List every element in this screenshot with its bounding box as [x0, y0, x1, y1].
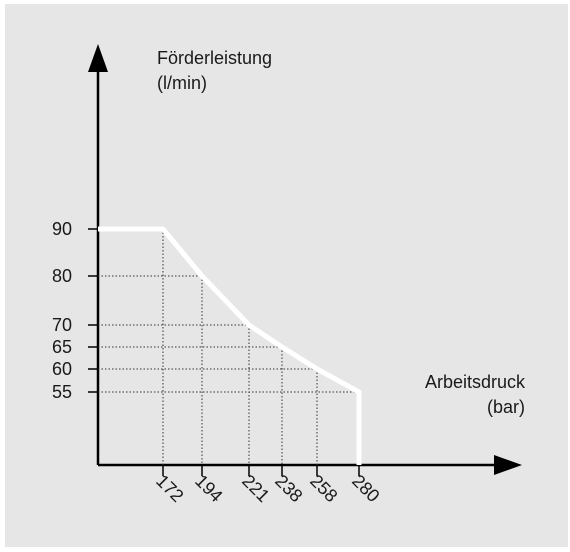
y-tick-label: 60 — [52, 359, 72, 379]
y-tick-label: 80 — [52, 266, 72, 286]
x-tick-label: 238 — [271, 471, 306, 506]
x-axis-title-line1: Arbeitsdruck — [425, 372, 526, 392]
y-tick-label: 65 — [52, 337, 72, 357]
x-axis-arrow — [494, 455, 522, 475]
curve-layer — [97, 226, 362, 466]
y-tick-label: 90 — [52, 219, 72, 239]
x-tick-label: 194 — [191, 471, 226, 506]
x-tick-label: 280 — [348, 471, 383, 506]
y-axis-title-line1: Förderleistung — [157, 48, 272, 68]
x-tick-label: 258 — [306, 471, 341, 506]
y-axis-title-line2: (l/min) — [157, 73, 207, 93]
y-tick-label: 70 — [52, 315, 72, 335]
series-line — [98, 226, 362, 465]
y-tick-label: 55 — [52, 382, 72, 402]
x-tick-label: 172 — [152, 471, 187, 506]
x-tick-label: 221 — [238, 471, 273, 506]
x-axis-title-line2: (bar) — [487, 397, 525, 417]
y-axis-arrow — [88, 44, 108, 72]
grid-layer — [98, 228, 360, 465]
